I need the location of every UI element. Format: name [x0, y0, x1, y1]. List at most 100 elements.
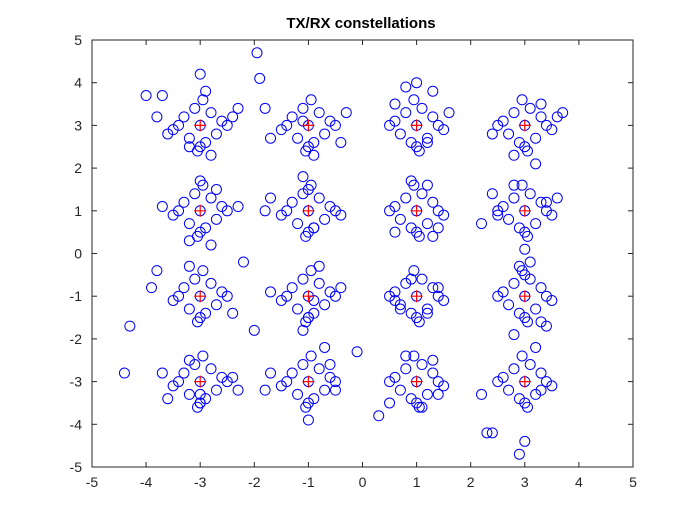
rx-point — [162, 393, 174, 405]
rx-point — [329, 384, 341, 396]
rx-point — [530, 341, 542, 353]
rx-point — [408, 350, 420, 362]
rx-point — [421, 307, 433, 319]
rx-point — [427, 230, 439, 242]
rx-point — [286, 282, 298, 294]
rx-point — [319, 384, 331, 396]
rx-point — [275, 124, 287, 136]
rx-point — [210, 128, 222, 140]
rx-point — [189, 102, 201, 114]
rx-point — [524, 188, 536, 200]
tx-point — [518, 375, 531, 388]
rx-point — [297, 324, 309, 336]
rx-point — [413, 401, 425, 413]
rx-point — [259, 205, 271, 217]
rx-point — [197, 350, 209, 362]
rx-point — [432, 282, 444, 294]
rx-point — [503, 213, 515, 225]
rx-point — [400, 350, 412, 362]
rx-point — [438, 124, 450, 136]
rx-point — [178, 367, 190, 379]
rx-point — [394, 213, 406, 225]
rx-point — [557, 107, 569, 119]
rx-point — [384, 397, 396, 409]
rx-point — [546, 209, 558, 221]
rx-point — [530, 132, 542, 144]
rx-point — [292, 218, 304, 230]
rx-point — [302, 183, 314, 195]
rx-point — [308, 222, 320, 234]
rx-point — [302, 414, 314, 426]
y-tick-label: -1 — [70, 288, 83, 304]
rx-point — [189, 273, 201, 285]
rx-point — [286, 196, 298, 208]
rx-point — [421, 179, 433, 191]
rx-point — [183, 303, 195, 315]
rx-point — [389, 98, 401, 110]
tx-point — [302, 290, 315, 303]
rx-point — [205, 107, 217, 119]
rx-point — [124, 320, 136, 332]
rx-point — [432, 388, 444, 400]
chart-title: TX/RX constellations — [286, 15, 435, 32]
rx-point — [183, 218, 195, 230]
rx-point — [313, 260, 325, 272]
x-tick-label: 5 — [629, 474, 637, 490]
rx-point — [508, 179, 520, 191]
x-tick-label: -4 — [140, 474, 153, 490]
rx-point — [156, 90, 168, 102]
rx-point — [522, 230, 534, 242]
rx-point — [508, 192, 520, 204]
rx-point — [530, 218, 542, 230]
y-tick-label: -2 — [70, 331, 83, 347]
rx-point — [313, 192, 325, 204]
rx-point — [492, 205, 504, 217]
rx-point — [516, 94, 528, 106]
rx-point — [522, 401, 534, 413]
rx-point — [205, 149, 217, 161]
rx-point — [416, 273, 428, 285]
rx-point — [205, 239, 217, 251]
rx-point — [492, 209, 504, 221]
rx-point — [292, 132, 304, 144]
rx-point — [221, 290, 233, 302]
rx-point — [421, 388, 433, 400]
rx-point — [178, 282, 190, 294]
rx-point — [329, 376, 341, 388]
tx-point — [518, 290, 531, 303]
rx-point — [324, 359, 336, 371]
rx-point — [167, 294, 179, 306]
rx-point — [443, 107, 455, 119]
plot-background — [92, 40, 633, 467]
rx-point — [232, 102, 244, 114]
x-tick-label: 2 — [467, 474, 475, 490]
rx-point — [524, 102, 536, 114]
rx-point — [394, 128, 406, 140]
rx-point — [416, 102, 428, 114]
rx-point — [197, 94, 209, 106]
rx-point — [237, 256, 249, 268]
rx-point — [405, 273, 417, 285]
rx-point — [427, 367, 439, 379]
rx-point — [194, 175, 206, 187]
rx-point — [292, 388, 304, 400]
rx-point — [313, 363, 325, 375]
rx-point — [305, 94, 317, 106]
tx-series — [194, 119, 531, 388]
tx-point — [410, 375, 423, 388]
rx-point — [183, 354, 195, 366]
rx-point — [313, 107, 325, 119]
tx-point — [518, 204, 531, 217]
rx-point — [421, 303, 433, 315]
rx-point — [313, 277, 325, 289]
rx-point — [400, 363, 412, 375]
rx-point — [411, 77, 423, 89]
y-tick-label: 0 — [74, 246, 82, 262]
rx-point — [486, 128, 498, 140]
tx-point — [410, 290, 423, 303]
rx-point — [486, 427, 498, 439]
rx-point — [140, 90, 152, 102]
rx-point — [535, 367, 547, 379]
x-tick-label: 1 — [413, 474, 421, 490]
